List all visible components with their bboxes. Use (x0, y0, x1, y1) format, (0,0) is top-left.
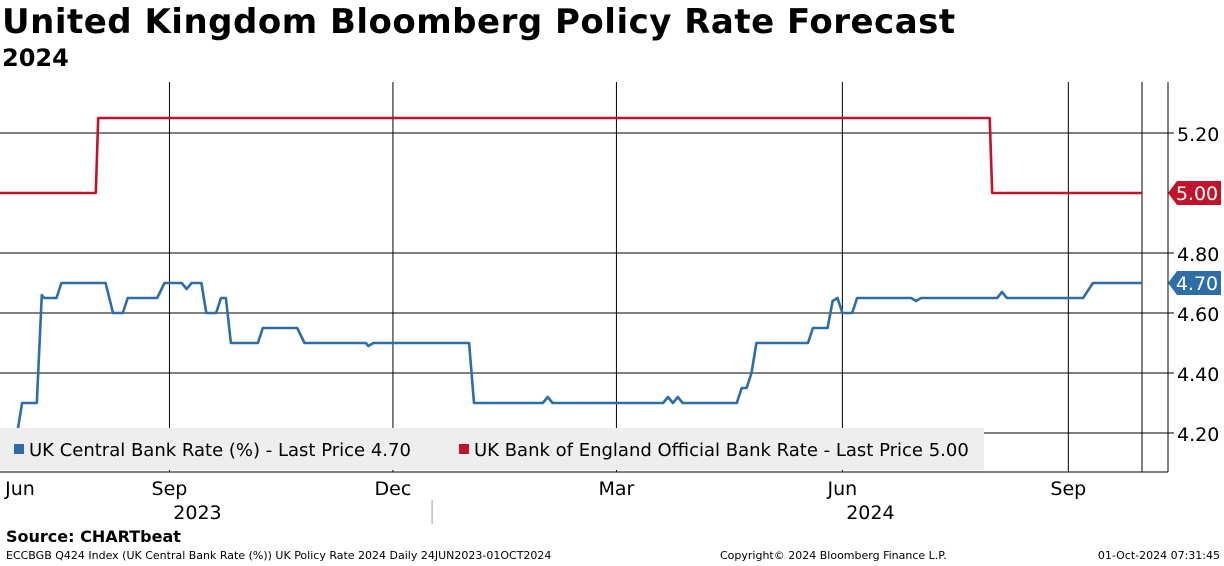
last-price-tag-1 (1168, 271, 1221, 295)
source-label: Source: CHARTbeat (6, 527, 181, 546)
x-tick-label: Sep (1050, 478, 1086, 500)
legend-swatch-2 (459, 444, 469, 454)
x-tick-label: Mar (599, 478, 635, 500)
last-price-tag-2 (1168, 181, 1221, 205)
timestamp: 01-Oct-2024 07:31:45 (1097, 549, 1220, 562)
index-info: ECCBGB Q424 Index (UK Central Bank Rate … (6, 549, 552, 562)
x-tick-label: Sep (152, 478, 188, 500)
x-tick-label: Jun (827, 478, 858, 500)
y-tick-label: 4.20 (1177, 424, 1219, 446)
legend-label-1: UK Central Bank Rate (%) - Last Price 4.… (29, 440, 411, 461)
copyright: Copyright© 2024 Bloomberg Finance L.P. (720, 549, 947, 562)
y-tick-label: 4.80 (1177, 244, 1219, 266)
x-tick-label: Jun (4, 478, 35, 500)
plot-area (0, 82, 1168, 472)
chart-subtitle: 2024 (2, 44, 69, 72)
legend-swatch-1 (14, 444, 24, 454)
year-label: 2024 (846, 502, 894, 524)
y-tick-label: 4.60 (1177, 304, 1219, 326)
last-price-label-2: 5.00 (1176, 183, 1218, 205)
series-line-1 (0, 281, 1142, 435)
legend-box (0, 428, 984, 470)
legend-label-2: UK Bank of England Official Bank Rate - … (474, 440, 969, 461)
series-line-2 (0, 116, 1142, 195)
y-tick-label: 5.20 (1177, 124, 1219, 146)
chart-title: United Kingdom Bloomberg Policy Rate For… (2, 2, 956, 42)
y-tick-label: 4.40 (1177, 364, 1219, 386)
last-price-label-1: 4.70 (1176, 273, 1218, 295)
year-label: 2023 (173, 502, 221, 524)
x-tick-label: Dec (375, 478, 412, 500)
